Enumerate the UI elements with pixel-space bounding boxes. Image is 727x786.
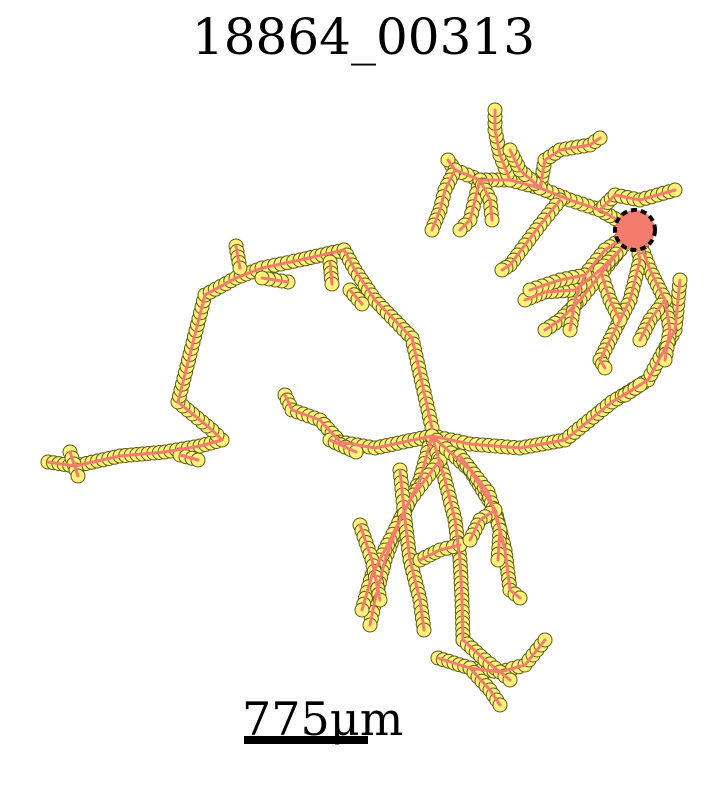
neurite-branch-2	[260, 276, 290, 284]
neurite-branch-38	[623, 383, 642, 397]
neurite-branch-32	[598, 228, 642, 370]
neurite-branch-29	[500, 198, 562, 272]
soma-marker	[613, 208, 657, 252]
neurite-branch-6	[178, 453, 200, 462]
neurite-branch-9	[368, 434, 434, 627]
neurite-branch-1	[234, 244, 242, 270]
neurite-branch-4	[348, 288, 364, 306]
figure-title: 18864_00313	[191, 8, 536, 66]
neurite-branch-25	[538, 136, 602, 190]
neurite-branch-3	[328, 260, 334, 286]
neurite-branch-37	[598, 268, 622, 322]
neurite-branch-35	[508, 148, 542, 190]
neurite-branch-8	[328, 438, 358, 454]
neurite-branch-5	[68, 450, 80, 478]
neurite-branch-10	[430, 434, 465, 642]
neurite-branch-14	[398, 468, 426, 632]
neurite-branch-27	[458, 178, 482, 232]
neurite-branch-20	[468, 508, 497, 542]
neurite-branch-18	[461, 638, 512, 682]
neurite-branch-26	[493, 108, 512, 182]
soma-circle	[613, 208, 657, 252]
neurite-branch-11	[360, 458, 442, 612]
neurite-branch-34	[638, 298, 667, 342]
neurite-branch-0	[46, 248, 434, 468]
neurite-nodes	[40, 102, 688, 713]
scale-bar	[244, 736, 368, 744]
neurite-branch-15	[358, 523, 382, 602]
neurite-branch-31	[523, 248, 622, 302]
neurite-branch-19	[418, 543, 462, 562]
neurite-branch-28	[430, 168, 457, 232]
neurite-branch-36	[478, 178, 494, 222]
neurite-branch-7	[283, 278, 682, 450]
neurite-branch-17	[468, 666, 502, 707]
neurite-branch-30	[598, 188, 677, 212]
neurite-branch-21	[446, 158, 637, 232]
neurite-branch-33	[528, 273, 587, 292]
neurite-paths	[46, 108, 682, 707]
